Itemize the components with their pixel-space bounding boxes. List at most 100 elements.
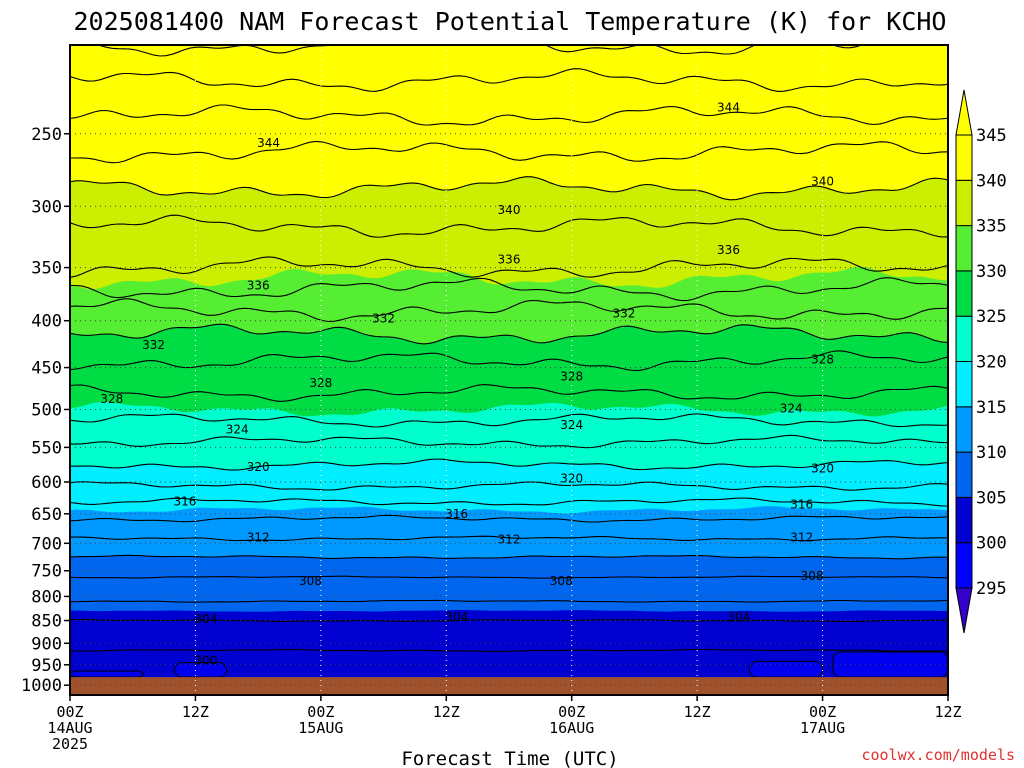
contour-314 [70, 514, 948, 523]
colorbar-tick-label: 340 [976, 171, 1007, 191]
colorbar-segment [955, 406, 973, 453]
colorbar-tick-label: 310 [976, 443, 1007, 463]
contour-label: 336 [717, 243, 740, 257]
y-tick-label: 250 [31, 125, 62, 145]
contour-348 [97, 45, 864, 57]
contour-label: 300 [194, 654, 217, 668]
contour-302 [70, 648, 948, 652]
contour-label: 328 [100, 392, 123, 406]
grid-lines [70, 45, 948, 695]
contour-label: 320 [811, 462, 834, 476]
colorbar-segment [955, 542, 973, 589]
y-tick-label: 1000 [21, 676, 62, 696]
contour-label: 328 [309, 376, 332, 390]
colorbar-segment [955, 270, 973, 317]
contour-label: 308 [550, 574, 573, 588]
colorbar-tick-label: 335 [976, 217, 1007, 237]
x-tick-label: 15AUG [298, 719, 343, 737]
colorbar-tick-label: 320 [976, 353, 1007, 373]
contour-328 [70, 350, 948, 372]
contour-320 [70, 458, 948, 471]
contour-312 [70, 535, 948, 542]
y-axis: 2503003504004505005506006507007508008509… [21, 125, 70, 696]
contour-label: 304 [445, 610, 468, 624]
colorbar-tick-label: 345 [976, 126, 1007, 146]
y-tick-label: 650 [31, 505, 62, 525]
contour-334 [70, 277, 948, 302]
contour-label: 308 [801, 569, 824, 583]
contour-330 [70, 323, 948, 345]
x-tick-label: 2025 [52, 735, 88, 753]
contour-316 [70, 497, 948, 507]
fill-band-345 [70, 45, 948, 110]
x-tick-label: 12Z [433, 703, 460, 721]
colorbar-segment [955, 451, 973, 498]
contour-label: 332 [613, 307, 636, 321]
colorbar-tick-label: 295 [976, 579, 1007, 599]
contour-318 [70, 481, 948, 491]
contour-324 [70, 413, 948, 428]
y-tick-label: 300 [31, 197, 62, 217]
contour-label: 332 [142, 338, 165, 352]
x-tick-label: 00Z [558, 703, 585, 721]
contour-336 [70, 256, 948, 278]
credit-text[interactable]: coolwx.com/models [861, 746, 1015, 764]
colorbar-extend-bottom [955, 587, 973, 634]
contour-306 [70, 599, 948, 603]
contour-label: 324 [226, 423, 249, 437]
x-tick-label: 12Z [182, 703, 209, 721]
contour-label: 336 [247, 278, 270, 292]
x-tick-label: 00Z [809, 703, 836, 721]
y-tick-label: 600 [31, 473, 62, 493]
contour-labels: 344 344 340 340 336 336 336 332 332 332 328 328 328 3… [100, 100, 834, 667]
contour-label: 316 [174, 494, 197, 508]
colorbar-tick-label: 305 [976, 488, 1007, 508]
contour-label: 308 [299, 574, 322, 588]
contour-346 [70, 68, 948, 92]
colorbar-segment [955, 134, 973, 181]
contour-label: 320 [560, 472, 583, 486]
y-tick-label: 350 [31, 259, 62, 279]
contour-label: 340 [498, 203, 521, 217]
x-tick-label: 16AUG [549, 719, 594, 737]
ground [70, 677, 948, 695]
contour-308 [70, 575, 948, 579]
colorbar-segment [955, 179, 973, 227]
contour-label: 304 [727, 610, 750, 624]
contour-lines [70, 45, 948, 687]
colorbar-tick-label: 300 [976, 534, 1007, 554]
contour-label: 312 [498, 532, 521, 546]
contour-label: 304 [194, 612, 217, 626]
contour-label: 320 [247, 460, 270, 474]
contour-label: 312 [790, 531, 813, 545]
x-tick-label: 12Z [934, 703, 961, 721]
contour-310 [70, 554, 948, 560]
x-tick-label: 12Z [684, 703, 711, 721]
y-tick-label: 450 [31, 359, 62, 379]
y-tick-label: 850 [31, 612, 62, 632]
contour-label: 324 [560, 418, 583, 432]
y-tick-label: 550 [31, 438, 62, 458]
x-tick-label: 17AUG [800, 719, 845, 737]
colorbar-tick-label: 325 [976, 307, 1007, 327]
x-axis-title: Forecast Time (UTC) [401, 748, 618, 768]
contour-label: 328 [560, 369, 583, 383]
y-tick-label: 750 [31, 562, 62, 582]
y-tick-label: 900 [31, 634, 62, 654]
y-tick-label: 950 [31, 656, 62, 676]
contour-344 [70, 104, 948, 126]
contour-label: 312 [247, 531, 270, 545]
contour-338 [70, 214, 948, 238]
colorbar-extend-top [955, 89, 973, 136]
contour-322 [70, 434, 948, 449]
chart-title: 2025081400 NAM Forecast Potential Temper… [74, 7, 947, 36]
contour-label: 316 [445, 507, 468, 521]
plot-area: 344 344 340 340 336 336 336 332 332 332 328 328 328 3… [70, 45, 948, 695]
x-tick-label: 00Z [56, 703, 83, 721]
contour-342 [70, 140, 948, 164]
colorbar-segment [955, 361, 973, 408]
contour-label: 324 [780, 402, 803, 416]
y-tick-label: 800 [31, 587, 62, 607]
color-bands [70, 45, 948, 695]
